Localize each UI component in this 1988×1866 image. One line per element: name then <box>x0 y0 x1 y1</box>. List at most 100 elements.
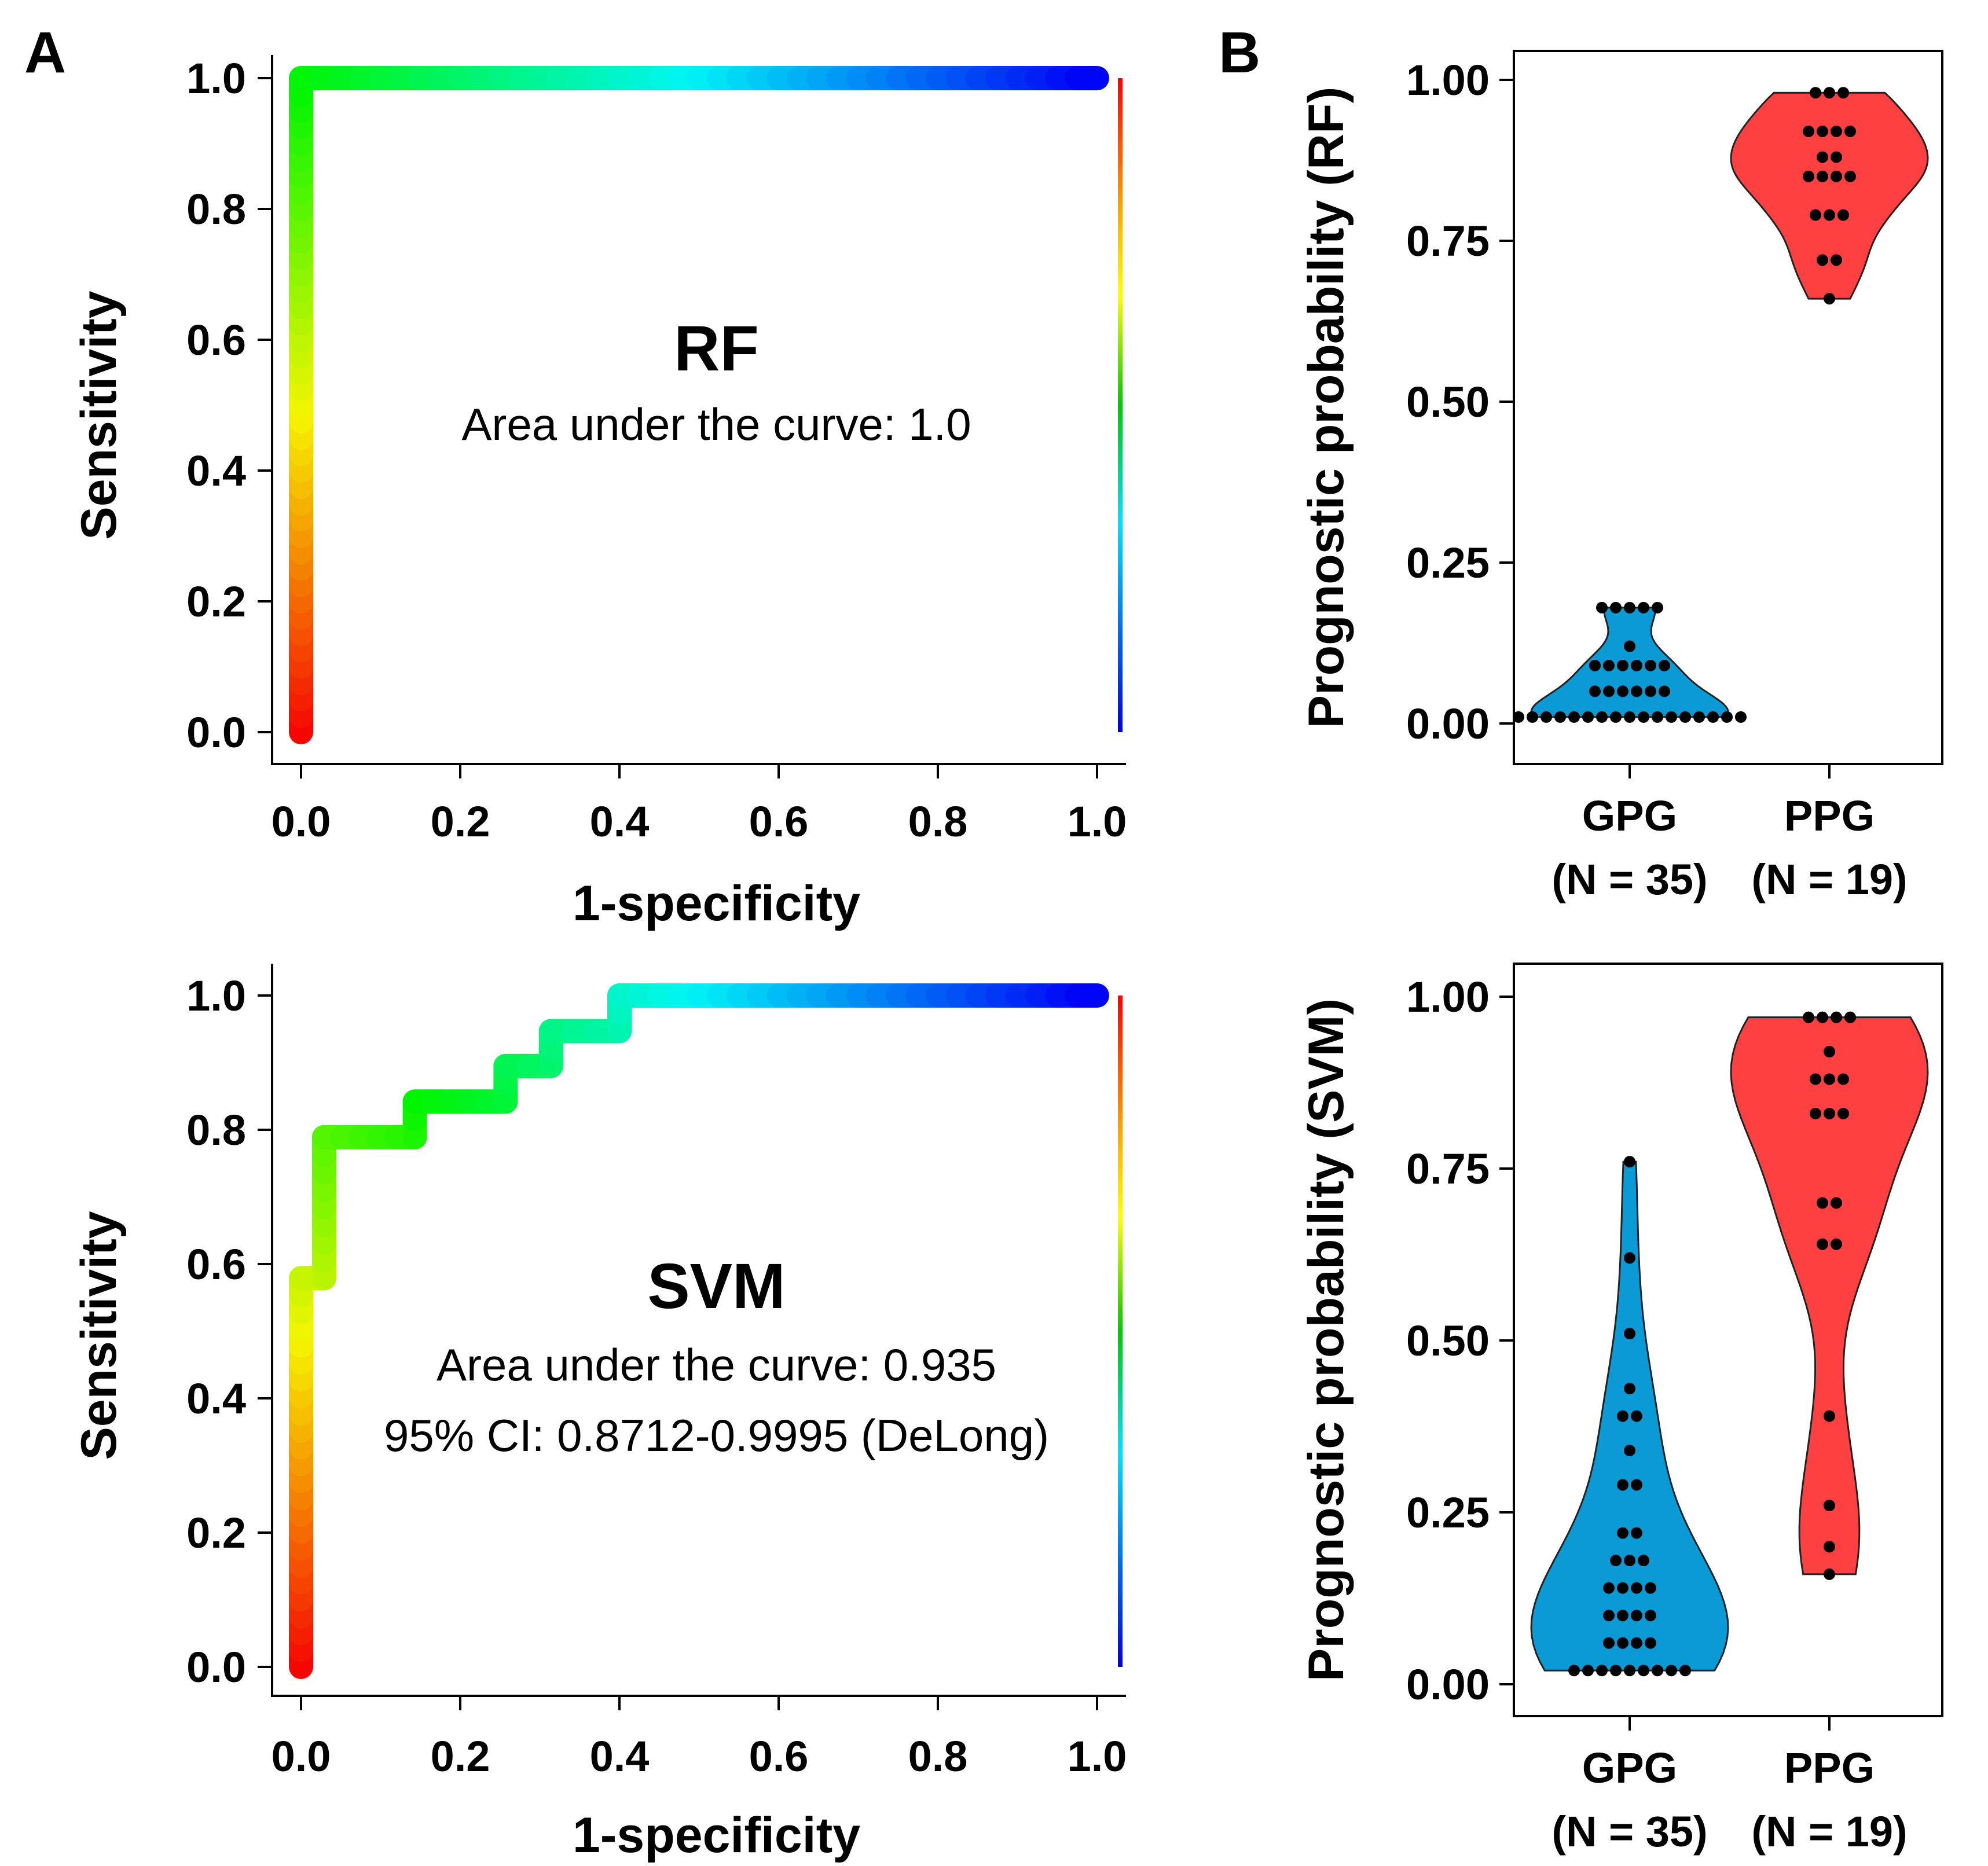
panel-label-a: A <box>24 20 66 85</box>
data-point <box>1624 640 1635 652</box>
x-tick-label: 0.4 <box>590 1732 650 1780</box>
category-label: GPG <box>1582 792 1677 840</box>
violin-rf-chart: 0.00 0.25 0.50 0.75 1.00 Prognostic probabili… <box>1299 50 1943 903</box>
data-point <box>1831 151 1842 163</box>
data-point <box>1659 685 1670 697</box>
y-tick-label: 0.2 <box>186 578 246 626</box>
data-point <box>1810 209 1821 221</box>
data-point <box>1844 125 1856 137</box>
data-point <box>1596 601 1608 614</box>
roc-svm-chart: 0.0 0.2 0.4 0.6 0.8 1.0 0.0 0.2 0.4 0.6 0.8 1.0 1-sp… <box>71 964 1127 1863</box>
axes <box>271 964 1126 1697</box>
data-point <box>1513 711 1524 723</box>
data-point <box>1589 685 1601 697</box>
data-point <box>1824 1410 1835 1422</box>
data-point <box>1624 1383 1635 1395</box>
data-point <box>1666 711 1677 723</box>
y-tick-label: 0.6 <box>186 316 246 364</box>
data-point <box>1638 601 1649 614</box>
violin-gpg <box>1530 1160 1729 1672</box>
data-point <box>1631 1582 1642 1594</box>
y-tick-label: 0.00 <box>1406 700 1490 748</box>
y-tick-label: 0.25 <box>1406 1489 1490 1537</box>
x-tick-label: 0.0 <box>272 1732 331 1780</box>
x-tick-label: 1.0 <box>1068 1732 1127 1780</box>
data-point <box>1624 711 1635 723</box>
y-tick-label: 0.50 <box>1406 1317 1490 1365</box>
data-point <box>1817 170 1828 182</box>
category-n-label: (N = 19) <box>1751 1808 1907 1856</box>
data-point <box>1610 601 1622 614</box>
data-point <box>1645 1637 1656 1649</box>
y-tick-label: 0.4 <box>186 1375 246 1423</box>
data-point <box>1810 1073 1821 1085</box>
data-point <box>1617 1582 1628 1594</box>
data-point <box>1617 659 1628 671</box>
y-axis-title: Sensitivity <box>71 1211 127 1460</box>
data-point <box>1624 1555 1635 1567</box>
category-label: PPG <box>1784 1744 1875 1792</box>
data-point <box>1844 170 1856 182</box>
data-point <box>1645 685 1656 697</box>
data-point <box>1610 1665 1622 1677</box>
x-tick-label: 0.0 <box>272 798 331 846</box>
y-tick-label: 0.00 <box>1406 1661 1490 1709</box>
data-point <box>1617 1610 1628 1622</box>
category-label: PPG <box>1784 792 1875 840</box>
data-point <box>1831 1238 1842 1250</box>
data-point <box>1589 659 1601 671</box>
category-n-label: (N = 19) <box>1751 855 1907 903</box>
data-point <box>1817 1238 1828 1250</box>
data-point <box>1831 170 1842 182</box>
data-point <box>1603 685 1615 697</box>
data-point <box>1617 1637 1628 1649</box>
data-point <box>1837 1073 1849 1085</box>
x-tick-label: 0.4 <box>590 798 650 846</box>
data-point <box>1824 1568 1835 1580</box>
category-n-label: (N = 35) <box>1551 855 1707 903</box>
data-point <box>1837 209 1849 221</box>
data-point <box>1624 601 1635 614</box>
data-point <box>1824 1073 1835 1085</box>
category-n-label: (N = 35) <box>1551 1808 1707 1856</box>
y-tick-label: 0.75 <box>1406 1145 1490 1193</box>
data-point <box>1817 254 1828 266</box>
x-tick-label: 0.8 <box>908 798 968 846</box>
x-tick-label: 0.6 <box>749 798 809 846</box>
category-label: GPG <box>1582 1744 1677 1792</box>
y-tick-label: 0.50 <box>1406 378 1490 426</box>
data-point <box>1582 711 1594 723</box>
data-point <box>1693 711 1705 723</box>
violin-svm-chart: 0.00 0.25 0.50 0.75 1.00 Prognostic probabili… <box>1299 963 1943 1856</box>
data-point <box>1631 1479 1642 1491</box>
data-point <box>1721 711 1733 723</box>
data-point <box>1824 1500 1835 1512</box>
auc-annotation: 95% CI: 0.8712-0.9995 (DeLong) <box>384 1410 1049 1461</box>
data-point <box>1817 125 1828 137</box>
x-tick-label: 0.2 <box>431 798 490 846</box>
y-tick-label: 0.6 <box>186 1240 246 1288</box>
y-axis-title: Prognostic probability (SVM) <box>1299 998 1354 1681</box>
data-point <box>1554 711 1566 723</box>
data-point <box>1666 1665 1677 1677</box>
data-point <box>1679 711 1691 723</box>
data-point <box>1652 601 1663 614</box>
data-point <box>1707 711 1719 723</box>
data-point <box>1631 659 1642 671</box>
y-tick-label: 1.0 <box>186 54 246 102</box>
x-tick-label: 0.8 <box>908 1732 968 1780</box>
data-point <box>1831 1011 1842 1023</box>
violin-ppg <box>1730 91 1929 300</box>
data-point <box>1679 1665 1691 1677</box>
data-point <box>1617 1410 1628 1422</box>
y-tick-label: 0.0 <box>186 1643 246 1691</box>
data-point <box>1803 125 1814 137</box>
data-point <box>1645 1610 1656 1622</box>
data-point <box>1817 1011 1828 1023</box>
data-point <box>1603 1610 1615 1622</box>
data-point <box>1582 1665 1594 1677</box>
y-axis-title: Prognostic probability (RF) <box>1299 87 1354 728</box>
data-point <box>1610 711 1622 723</box>
data-point <box>1624 1156 1635 1168</box>
violin-ppg <box>1730 1016 1929 1575</box>
